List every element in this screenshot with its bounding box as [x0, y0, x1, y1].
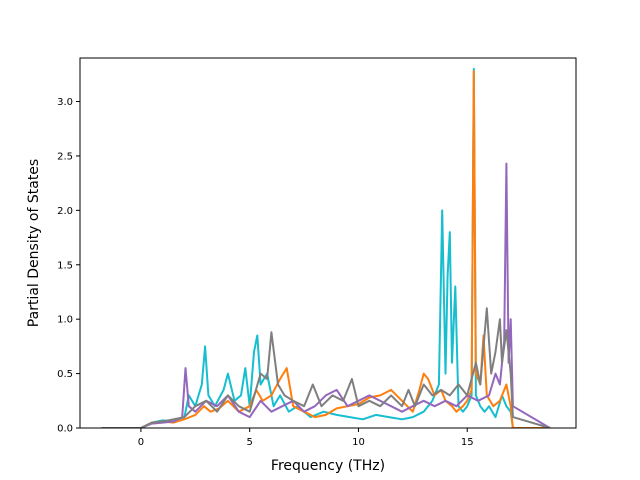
series-line-2 — [101, 70, 550, 428]
axes: 0 5 10 15 0.0 0.5 1.0 1.5 2.0 2.5 3.0 — [57, 57, 577, 448]
y-tick-label: 3.0 — [57, 97, 73, 108]
plot-area — [101, 67, 551, 428]
x-tick-label: 10 — [352, 437, 365, 448]
x-tick-label: 15 — [461, 437, 474, 448]
series-line-3 — [101, 162, 551, 428]
series-line-1 — [101, 67, 550, 428]
y-tick-label: 1.5 — [57, 260, 73, 271]
x-axis-label: Frequency (THz) — [271, 458, 385, 474]
y-tick-label: 0.0 — [57, 424, 73, 435]
y-tick-label: 2.0 — [57, 206, 73, 217]
y-tick-label: 0.5 — [57, 369, 73, 380]
y-tick-label: 1.0 — [57, 315, 73, 326]
series-line-4 — [101, 307, 551, 428]
x-tick-label: 5 — [246, 437, 252, 448]
y-axis-label: Partial Density of States — [26, 159, 42, 327]
y-tick-label: 2.5 — [57, 151, 73, 162]
x-tick-label: 0 — [138, 437, 144, 448]
plot-frame — [79, 57, 577, 429]
